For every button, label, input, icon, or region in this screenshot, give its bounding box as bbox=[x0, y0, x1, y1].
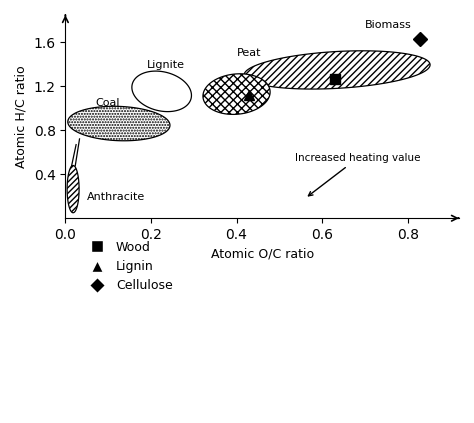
Polygon shape bbox=[203, 74, 270, 114]
Y-axis label: Atomic H/C ratio: Atomic H/C ratio bbox=[15, 65, 28, 168]
X-axis label: Atomic O/C ratio: Atomic O/C ratio bbox=[210, 247, 314, 261]
Polygon shape bbox=[68, 106, 170, 141]
Text: Lignite: Lignite bbox=[146, 60, 185, 70]
Legend: Wood, Lignin, Cellulose: Wood, Lignin, Cellulose bbox=[80, 236, 178, 297]
Polygon shape bbox=[67, 165, 79, 213]
Polygon shape bbox=[244, 51, 430, 89]
Polygon shape bbox=[71, 139, 80, 169]
Text: Increased heating value: Increased heating value bbox=[295, 153, 420, 196]
Text: Biomass: Biomass bbox=[365, 20, 411, 30]
Text: Coal: Coal bbox=[95, 98, 120, 108]
Text: Peat: Peat bbox=[237, 48, 261, 58]
Text: Anthracite: Anthracite bbox=[87, 192, 145, 201]
Polygon shape bbox=[132, 71, 191, 112]
